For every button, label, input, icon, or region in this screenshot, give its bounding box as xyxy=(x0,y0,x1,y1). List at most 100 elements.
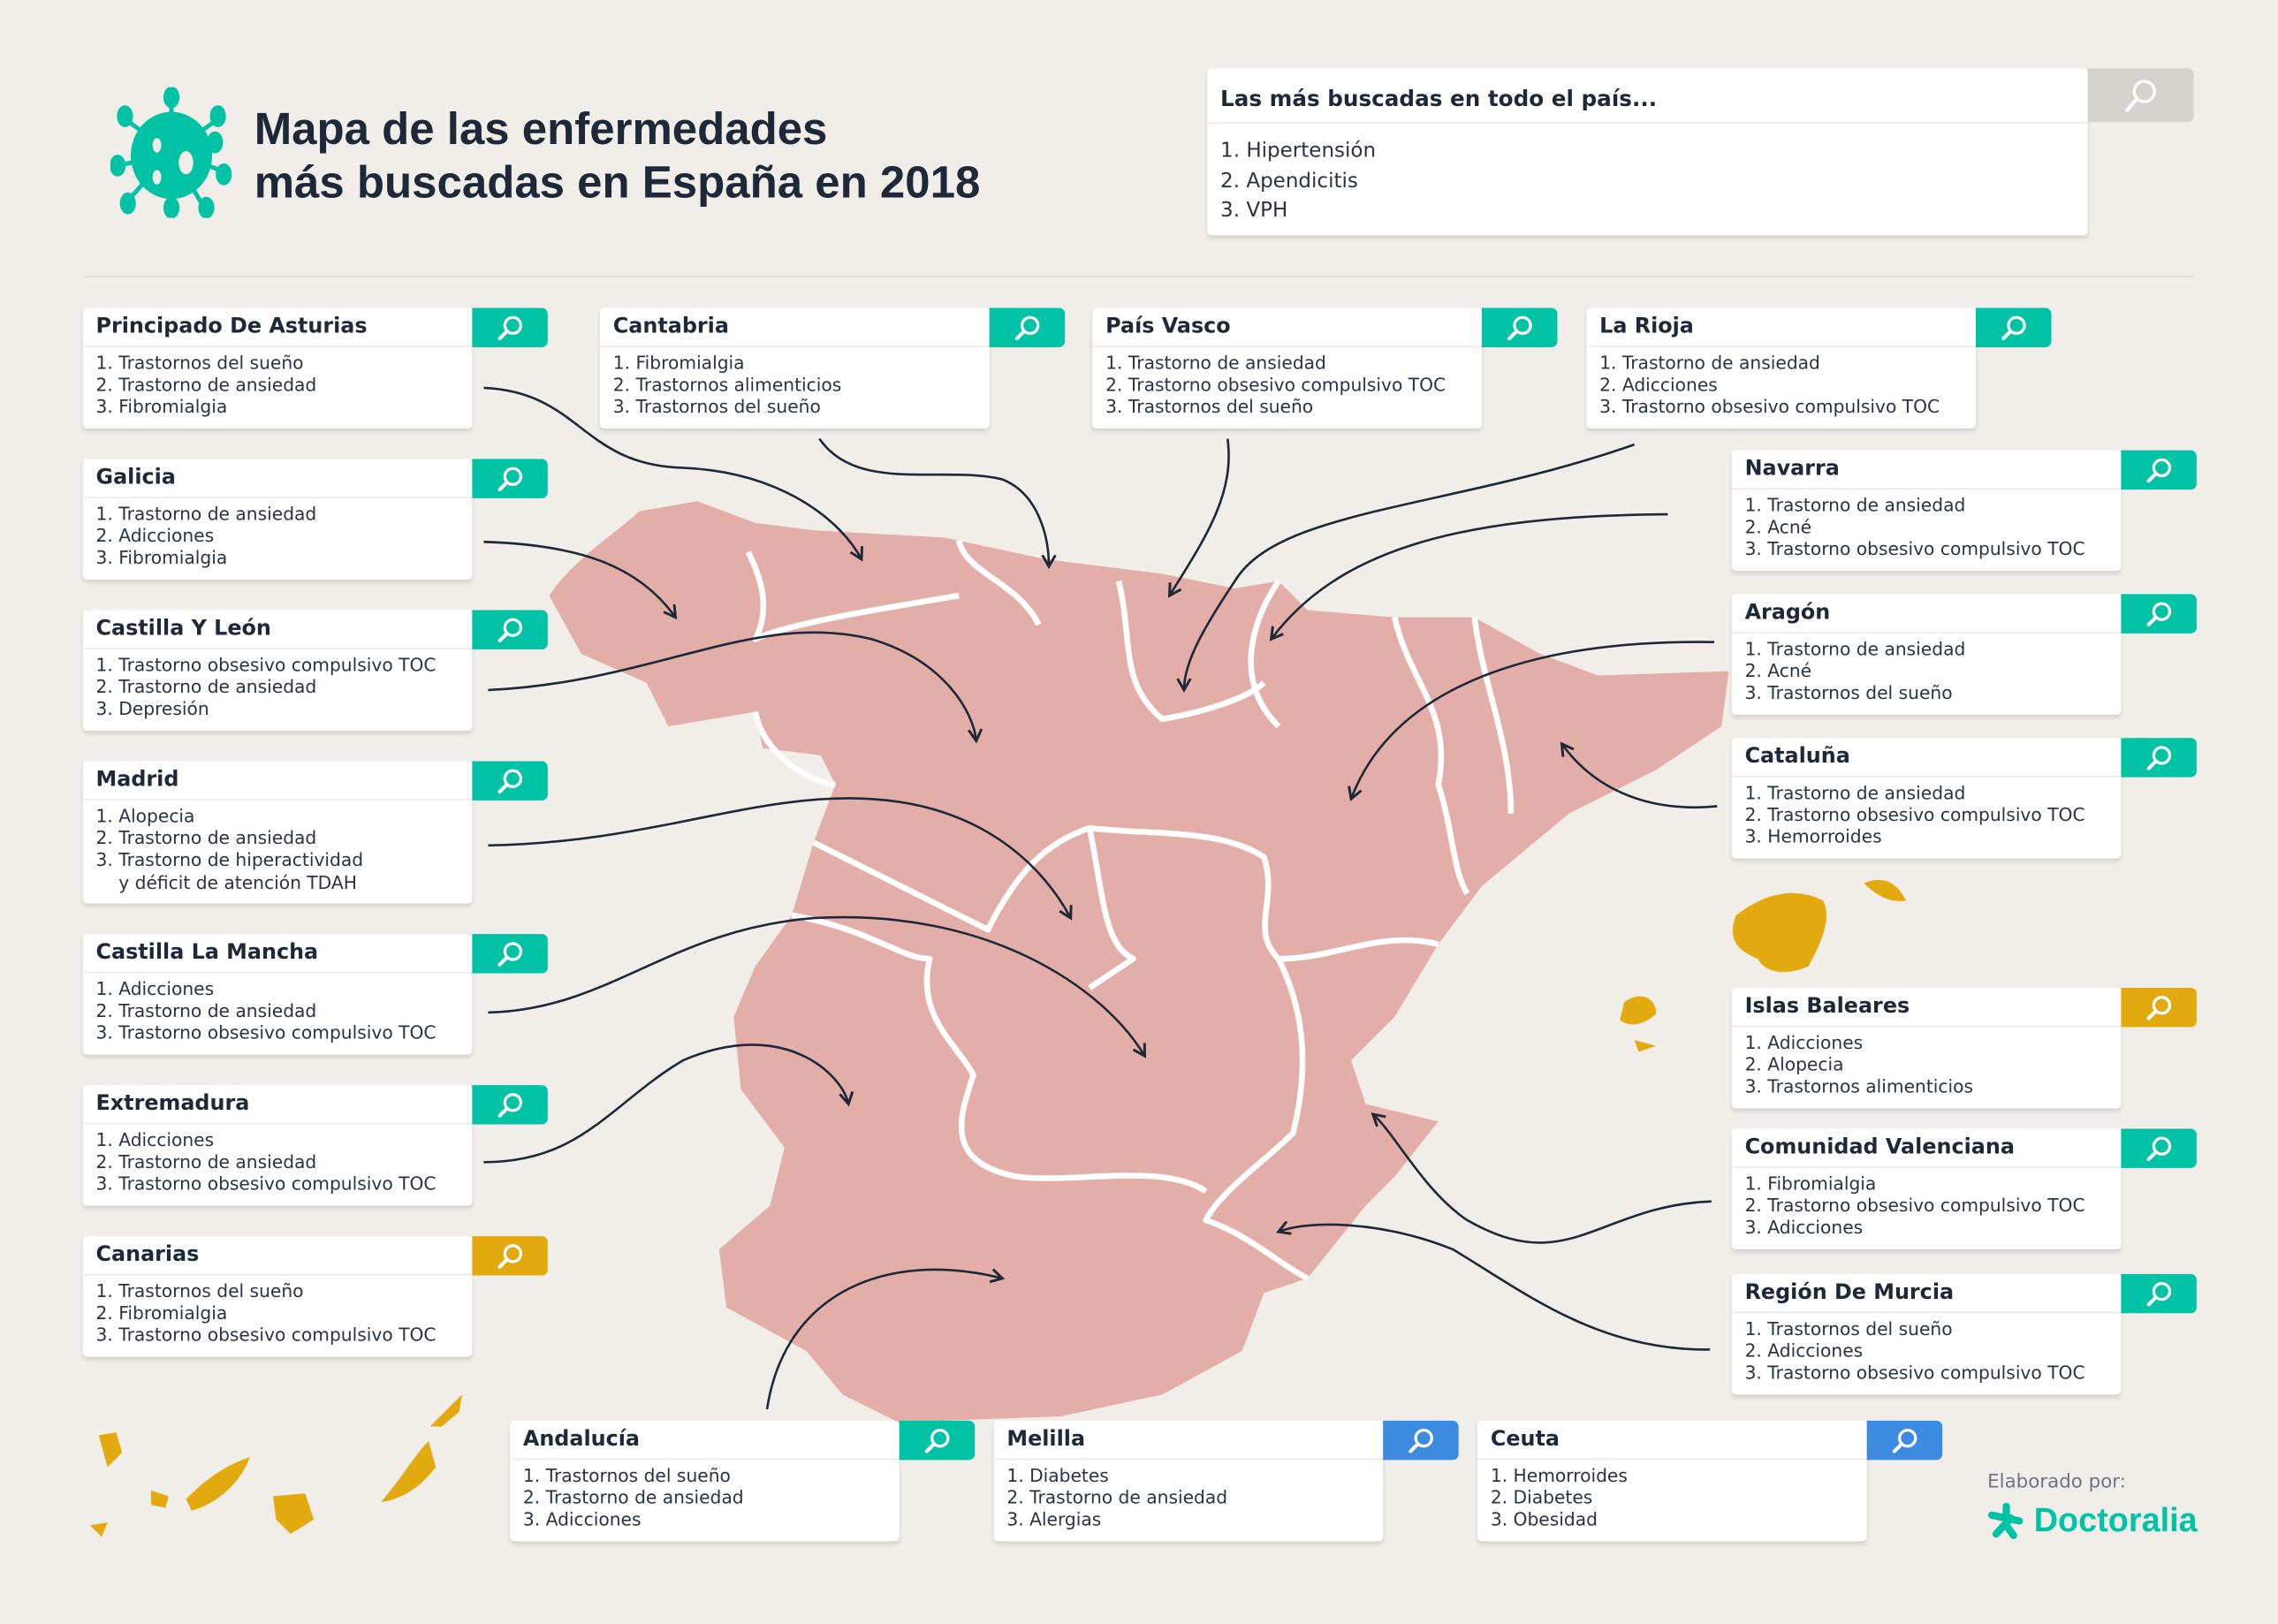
disease-item: 3. Trastorno obsesivo compulsivo TOC xyxy=(95,1023,437,1044)
region-name: Aragón xyxy=(1731,594,2122,634)
disease-item: 2. Trastorno obsesivo compulsivo TOC xyxy=(1744,805,2085,826)
search-button-castilla-y-leon[interactable] xyxy=(472,610,548,649)
arrow-cantabria xyxy=(818,437,1057,570)
disease-item: 1. Adicciones xyxy=(95,1130,215,1151)
disease-item: 1. Trastornos del sueño xyxy=(522,1465,731,1486)
region-card-cataluna: Cataluña 1. Trastorno de ansiedad 2. Trast… xyxy=(1731,738,2122,859)
credit-label: Elaborado por: xyxy=(1987,1471,2126,1494)
disease-item: 3. Adicciones xyxy=(1744,1218,1864,1239)
search-button-cantabria[interactable] xyxy=(989,307,1066,347)
region-card-extremadura: Extremadura 1. Adicciones 2. Trastorno de … xyxy=(82,1085,473,1205)
search-icon xyxy=(497,768,523,793)
region-name: Madrid xyxy=(82,762,473,801)
search-icon xyxy=(2146,1281,2172,1306)
search-icon xyxy=(2146,457,2172,482)
canary-islands xyxy=(89,1394,462,1537)
disease-item: 2. Trastorno de ansiedad xyxy=(95,1152,317,1173)
search-icon xyxy=(1409,1428,1433,1453)
search-icon xyxy=(924,1428,950,1453)
disease-item: 2. Trastorno de ansiedad xyxy=(95,828,317,849)
region-name: Islas Baleares xyxy=(1731,988,2122,1028)
region-card-galicia: Galicia 1. Trastorno de ansiedad 2. Adicci… xyxy=(82,459,473,580)
region-card-melilla: Melilla 1. Diabetes 2. Trastorno de ansied… xyxy=(993,1420,1384,1541)
region-name: Principado De Asturias xyxy=(82,308,473,347)
disease-item: 1. Adicciones xyxy=(1744,1032,1864,1053)
disease-item: 1. Trastorno de ansiedad xyxy=(1105,353,1326,374)
disease-item: 2. Fibromialgia xyxy=(95,1303,228,1324)
brand-name: Doctoralia xyxy=(2033,1500,2198,1539)
national-top-searches: Las más buscadas en todo el país... 1. H… xyxy=(1207,68,2088,236)
region-name: La Rioja xyxy=(1586,308,1976,347)
national-item: 1. Hipertensión xyxy=(1220,139,1377,163)
disease-item: 1. Trastornos del sueño xyxy=(95,353,304,374)
search-button-canarias[interactable] xyxy=(472,1236,548,1276)
disease-item: 2. Alopecia xyxy=(1744,1054,1844,1075)
national-search-button[interactable] xyxy=(2087,68,2194,123)
arrow-castilla-leon xyxy=(488,631,983,744)
national-item: 2. Apendicitis xyxy=(1220,169,1358,193)
search-icon xyxy=(1892,1428,1917,1453)
region-name: Andalucía xyxy=(510,1421,900,1461)
search-icon xyxy=(1014,315,1040,340)
disease-item: 2. Trastorno de ansiedad xyxy=(95,375,317,396)
arrow-aragon xyxy=(1348,641,1715,802)
search-button-castilla-la-mancha[interactable] xyxy=(472,934,548,974)
title-line-1: Mapa de las enfermedades xyxy=(254,102,828,155)
disease-item: 2. Trastorno de ansiedad xyxy=(522,1487,744,1508)
doctoralia-logo: Doctoralia xyxy=(1987,1500,2198,1539)
search-button-pais-vasco[interactable] xyxy=(1481,307,1558,347)
search-button-cataluna[interactable] xyxy=(2121,738,2197,778)
search-button-navarra[interactable] xyxy=(2121,450,2197,490)
search-button-islas-baleares[interactable] xyxy=(2121,987,2197,1028)
disease-item: 2. Trastorno obsesivo compulsivo TOC xyxy=(1105,375,1447,396)
disease-item: 3. Trastornos del sueño xyxy=(612,397,821,418)
disease-item: 1. Diabetes xyxy=(1006,1465,1109,1486)
search-button-extremadura[interactable] xyxy=(472,1085,548,1125)
search-button-andalucia[interactable] xyxy=(899,1420,976,1461)
region-card-islas-baleares: Islas Baleares 1. Adicciones 2. Alopecia 3.… xyxy=(1731,987,2122,1108)
disease-item: 1. Fibromialgia xyxy=(612,353,745,374)
disease-item: 1. Trastorno de ansiedad xyxy=(1744,783,1966,804)
search-button-ceuta[interactable] xyxy=(1866,1420,1943,1461)
arrow-extremadura xyxy=(483,1043,854,1164)
disease-item: 1. Fibromialgia xyxy=(1744,1173,1877,1195)
region-card-cantabria: Cantabria 1. Fibromialgia 2. Trastornos al… xyxy=(600,307,990,429)
search-button-comunidad-valenciana[interactable] xyxy=(2121,1128,2197,1168)
search-button-aragon[interactable] xyxy=(2121,594,2197,634)
arrow-galicia xyxy=(483,540,678,620)
region-name: Comunidad Valenciana xyxy=(1731,1128,2122,1168)
region-card-la-rioja: La Rioja 1. Trastorno de ansiedad 2. Adicc… xyxy=(1586,307,1976,429)
mainland-spain xyxy=(549,501,1729,1424)
disease-item: 2. Trastorno de ansiedad xyxy=(95,677,317,698)
search-button-madrid[interactable] xyxy=(472,761,548,801)
disease-item: 1. Trastorno de ansiedad xyxy=(95,504,317,525)
disease-item: 1. Trastorno de ansiedad xyxy=(1744,495,1966,516)
title-line-2: más buscadas en España en 2018 xyxy=(254,156,981,209)
search-icon xyxy=(497,617,523,642)
disease-item: 1. Trastorno obsesivo compulsivo TOC xyxy=(95,655,437,676)
disease-item: 3. Trastornos alimenticios xyxy=(1744,1076,1974,1097)
disease-item: 3. Trastorno obsesivo compulsivo TOC xyxy=(1744,1362,2085,1384)
search-button-melilla[interactable] xyxy=(1383,1420,1459,1461)
disease-item: 2. Trastorno de ansiedad xyxy=(1006,1487,1228,1508)
disease-item: 3. Trastornos del sueño xyxy=(1105,397,1314,418)
disease-item: 2. Adicciones xyxy=(1599,375,1718,396)
disease-item: 2. Adicciones xyxy=(1744,1340,1864,1362)
region-card-canarias: Canarias 1. Trastornos del sueño 2. Fibrom… xyxy=(82,1236,473,1356)
search-button-region-de-murcia[interactable] xyxy=(2121,1273,2197,1314)
disease-item: 3. Hemorroides xyxy=(1744,827,1882,848)
region-card-andalucia: Andalucía 1. Trastornos del sueño 2. Trast… xyxy=(510,1420,900,1541)
disease-item: 3. Trastornos del sueño xyxy=(1744,683,1953,704)
arrow-murcia xyxy=(1276,1220,1711,1351)
disease-item: 2. Trastorno de ansiedad xyxy=(95,1001,317,1022)
disease-item: 3. Trastorno de hiperactividad xyxy=(95,850,364,871)
search-icon xyxy=(1507,315,1532,340)
search-button-galicia[interactable] xyxy=(472,459,548,498)
arrow-castilla-la-mancha xyxy=(488,915,1147,1059)
arrow-valencia xyxy=(1371,1112,1712,1244)
search-button-principado-de-asturias[interactable] xyxy=(472,307,548,347)
arrow-navarra xyxy=(1269,512,1668,641)
search-button-la-rioja[interactable] xyxy=(1975,307,2052,347)
